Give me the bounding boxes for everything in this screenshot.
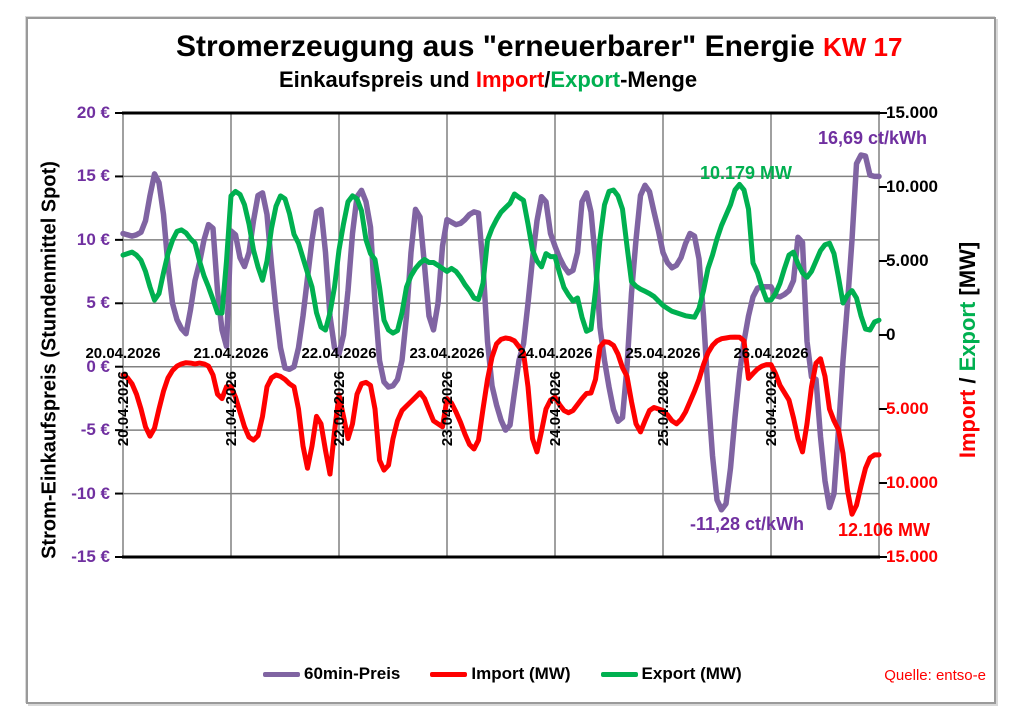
- y-axis-label-right: 5.000: [886, 251, 929, 270]
- x-axis-date-label-rotated: 21.04.2026: [223, 371, 240, 447]
- legend-line-swatch: [600, 671, 638, 677]
- legend-item: Import (MW): [430, 664, 571, 684]
- page-title: Stromerzeugung aus "erneuerbarer" Energi…: [176, 30, 902, 64]
- y-axis-label-right: 5.000: [886, 399, 929, 418]
- text-part: Import: [955, 389, 980, 459]
- x-axis-date-label-rotated: 25.04.2026: [655, 371, 672, 447]
- x-axis-date-label: 25.04.2026: [625, 345, 701, 362]
- text-part: /: [544, 67, 551, 92]
- text-part: Export: [955, 301, 980, 372]
- y-axis-label-right: 15.000: [886, 103, 938, 122]
- y-axis-label-left: -5 €: [80, 420, 110, 440]
- source-credit: Quelle: entso-e: [884, 667, 986, 684]
- price-max-annotation: 16,69 ct/kWh: [818, 128, 928, 148]
- y-axis-label-left: 15 €: [76, 166, 110, 186]
- y-axis-label-right: 10.000: [886, 177, 938, 196]
- x-axis-date-label: 22.04.2026: [301, 345, 377, 362]
- price-min-annotation: -11,28 ct/kWh: [690, 514, 805, 534]
- text-part: Export: [550, 67, 621, 92]
- y-axis-label-left: 20 €: [76, 103, 110, 122]
- y-axis-label-left: 5 €: [86, 293, 110, 313]
- y-axis-label-right: 0: [886, 325, 896, 344]
- legend-line-swatch: [430, 671, 468, 677]
- left-axis-title: Strom-Einkaufspreis (Stundenmittel Spot): [38, 161, 61, 559]
- import-line: [120, 334, 882, 517]
- legend-label: Import (MW): [471, 664, 571, 683]
- export-max-annotation: 10.179 MW: [700, 163, 793, 183]
- x-axis-date-label: 24.04.2026: [517, 345, 593, 362]
- y-axis-label-right: 15.000: [886, 547, 938, 566]
- title-week-badge: KW 17: [822, 32, 903, 62]
- price-line: [120, 152, 882, 513]
- x-axis-date-label-rotated: 23.04.2026: [439, 371, 456, 447]
- y-axis-label-left: -15 €: [71, 547, 110, 566]
- x-axis-date-label-rotated: 26.04.2026: [763, 371, 780, 447]
- text-part: Import: [475, 67, 545, 92]
- y-axis-label-left: 0 €: [86, 356, 110, 376]
- x-axis-date-label: 26.04.2026: [733, 345, 809, 362]
- x-axis-date-label: 20.04.2026: [85, 345, 161, 362]
- x-axis-date-label-rotated: 24.04.2026: [547, 371, 564, 447]
- x-axis-date-label: 23.04.2026: [409, 345, 485, 362]
- text-part: -Menge: [620, 67, 698, 92]
- right-axis-title: Import / Export [MW]: [955, 242, 981, 458]
- legend-label: 60min-Preis: [304, 664, 401, 683]
- legend-item: 60min-Preis: [263, 664, 400, 684]
- text-part: [MW]: [955, 241, 980, 302]
- legend-item: Export (MW): [600, 664, 742, 684]
- legend: 60min-Preis Import (MW) Export (MW): [263, 664, 742, 684]
- legend-label: Export (MW): [641, 664, 742, 683]
- y-axis-label-left: 10 €: [76, 229, 110, 249]
- export-line: [120, 181, 882, 336]
- y-axis-label-right: 10.000: [886, 473, 938, 492]
- text-part: /: [955, 371, 980, 390]
- x-axis-date-label-rotated: 22.04.2026: [331, 371, 348, 447]
- page-subtitle: Einkaufspreis und Import/Export-Menge: [279, 67, 697, 93]
- y-axis-label-left: -10 €: [71, 483, 110, 503]
- import-max-annotation: 12.106 MW: [838, 520, 931, 540]
- text-part: Einkaufspreis und: [279, 67, 476, 92]
- chart-border: [26, 17, 996, 704]
- title-main: Stromerzeugung aus "erneuerbarer" Energi…: [176, 30, 815, 63]
- x-axis-date-label: 21.04.2026: [193, 345, 269, 362]
- x-axis-date-label-rotated: 20.04.2026: [115, 371, 132, 447]
- legend-line-swatch: [263, 671, 300, 677]
